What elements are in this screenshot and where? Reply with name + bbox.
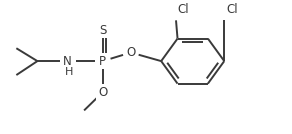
Text: N: N [63, 55, 72, 68]
Text: Cl: Cl [227, 3, 238, 16]
Text: P: P [99, 55, 106, 68]
Text: H: H [65, 67, 73, 77]
Text: Cl: Cl [178, 3, 189, 16]
Text: O: O [98, 86, 107, 99]
Text: O: O [126, 46, 135, 59]
Text: S: S [99, 23, 107, 37]
